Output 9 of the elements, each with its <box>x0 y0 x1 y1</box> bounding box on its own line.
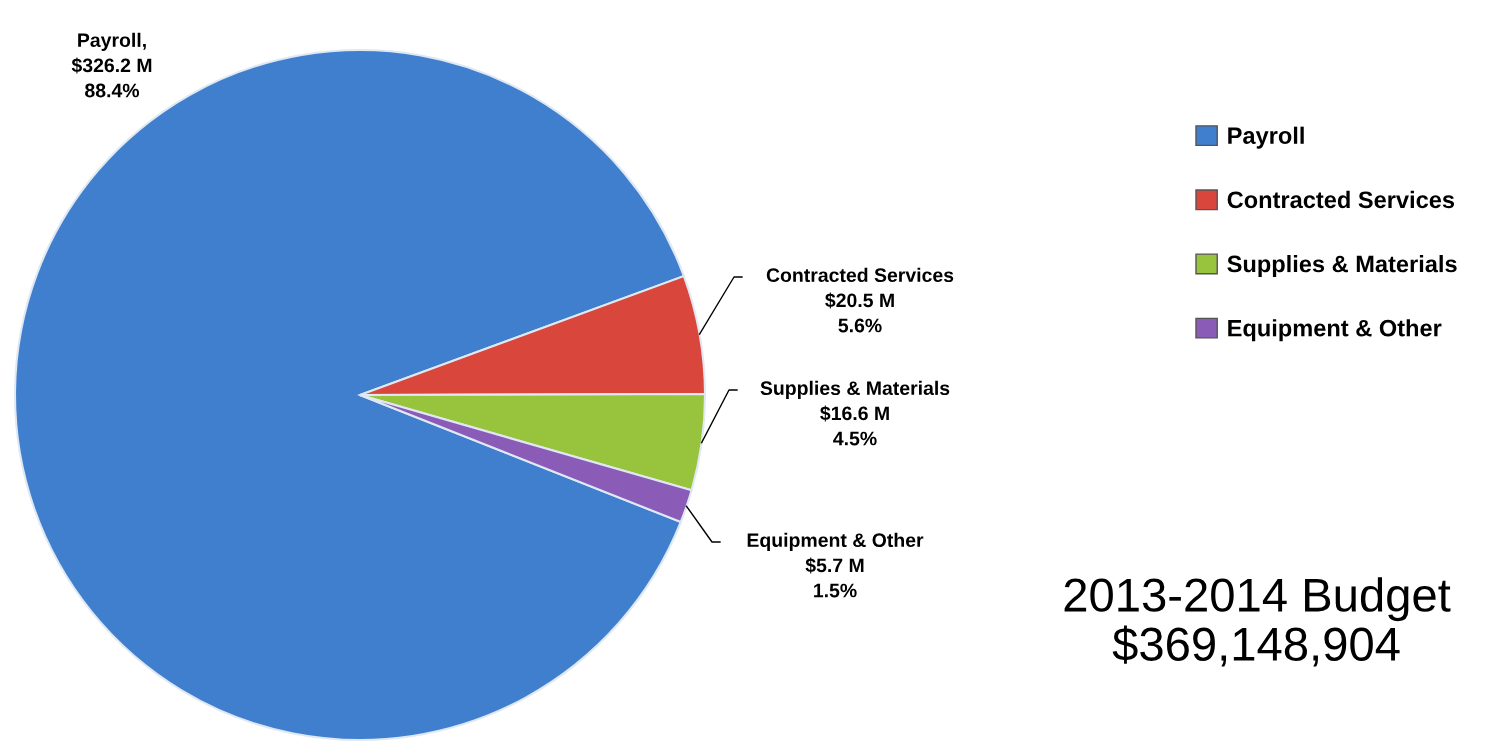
data-label: Supplies & Materials $16.6 M 4.5% <box>760 380 950 446</box>
legend-label: Equipment & Other <box>1228 319 1442 342</box>
data-label: Payroll, $326.2 M 88.4% <box>71 32 152 98</box>
legend-label: Contracted Services <box>1227 190 1455 209</box>
legend-label: Payroll <box>1228 126 1304 149</box>
data-label: Contracted Services $20.5 M 5.6% <box>766 267 954 333</box>
legend-label: Supplies & Materials <box>1227 254 1457 277</box>
data-label: Equipment & Other $5.7 M 1.5% <box>747 532 924 598</box>
text: 2013-2014 Budget $369,148,904 <box>1064 577 1451 667</box>
